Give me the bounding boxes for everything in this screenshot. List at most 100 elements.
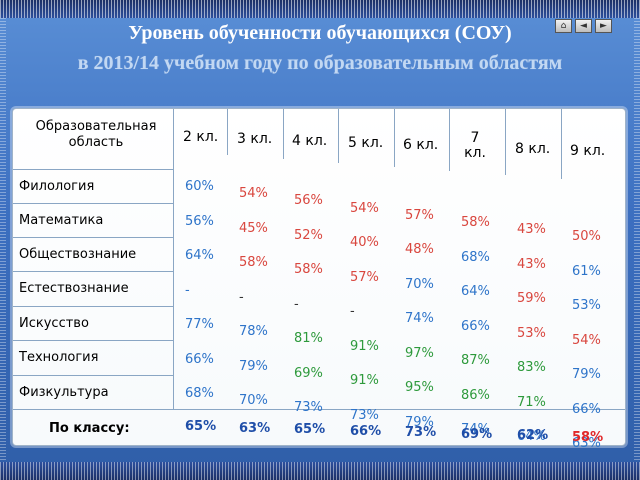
table-cell-value: 57% — [350, 269, 379, 285]
table-cell-value: 64% — [517, 429, 546, 445]
table-cell-value: 43% — [517, 222, 546, 238]
table-cell-value: 56% — [294, 193, 323, 209]
table-gridline — [394, 109, 395, 167]
table-cell-value: 56% — [185, 213, 214, 229]
table-cell-value: 68% — [461, 249, 490, 265]
table-cell-value: 54% — [350, 200, 379, 216]
table-cell-value: 81% — [294, 331, 323, 347]
home-button[interactable]: ⌂ — [555, 19, 572, 33]
total-row-label: По классу: — [49, 421, 130, 436]
table-cell-value: 70% — [239, 393, 268, 409]
right-frame — [634, 18, 640, 462]
table-gridline — [561, 109, 562, 179]
total-cell-value: 65% — [185, 419, 217, 434]
table-cell-value: 83% — [517, 360, 546, 376]
table-cell-value: 73% — [294, 400, 323, 416]
table-cell-value: 66% — [185, 351, 214, 367]
table-cell-value: 68% — [185, 386, 214, 401]
row-subject-label: Физкультура — [19, 385, 109, 400]
table-cell-value: 64% — [185, 248, 214, 263]
grade-header: 5 кл. — [348, 135, 384, 151]
table-gridline — [13, 203, 173, 204]
results-table: Образовательная область 2 кл. 3 кл. 4 кл. 5 … — [12, 108, 626, 451]
table-gridline — [13, 340, 173, 341]
table-cell-value: 63% — [572, 436, 601, 452]
next-slide-button[interactable]: ► — [595, 19, 612, 33]
grade-header: 6 кл. — [403, 137, 439, 153]
table-cell-value: 58% — [461, 215, 490, 230]
page-title: Уровень обученности обучающихся (СОУ) — [128, 22, 512, 44]
area-column-header: Образовательная область — [35, 119, 157, 150]
total-cell-value: 73% — [405, 425, 437, 440]
table-cell-value: 69% — [294, 365, 323, 381]
table-cell-value: 40% — [350, 235, 379, 251]
table-gridline — [283, 109, 284, 159]
grade-header: 2 кл. — [183, 129, 219, 145]
row-subject-label: Искусство — [19, 316, 89, 331]
total-cell-value: 63% — [239, 420, 271, 436]
table-cell-value: - — [294, 296, 299, 312]
table-gridline — [173, 109, 174, 409]
table-cell-value: 74% — [405, 311, 434, 327]
table-gridline — [13, 271, 173, 272]
table-cell-value: 50% — [572, 229, 601, 245]
grade-header: 4 кл. — [292, 133, 328, 149]
table-gridline — [227, 109, 228, 155]
table-cell-value: 52% — [294, 227, 323, 243]
row-subject-label: Технология — [19, 350, 99, 365]
table-cell-value: 71% — [517, 394, 546, 410]
table-gridline — [13, 169, 173, 170]
previous-slide-button[interactable]: ◄ — [575, 19, 592, 33]
table-cell-value: 53% — [517, 325, 546, 341]
table-gridline — [449, 109, 450, 171]
table-cell-value: 58% — [239, 255, 268, 271]
grade-header: 3 кл. — [237, 131, 273, 147]
total-cell-value: 62% — [517, 428, 549, 443]
table-cell-value: 97% — [405, 345, 434, 361]
row-subject-label: Обществознание — [19, 247, 137, 262]
grade-header: 7 кл. — [464, 130, 486, 161]
grade-header: 8 кл. — [515, 141, 551, 157]
table-cell-value: 73% — [350, 407, 379, 423]
table-cell-value: 95% — [405, 380, 434, 396]
table-cell-value: 53% — [572, 298, 601, 314]
total-cell-value: 65% — [294, 422, 326, 437]
table-cell-value: 86% — [461, 387, 490, 403]
table-cell-value: 43% — [517, 256, 546, 272]
table-cell-value: 66% — [572, 401, 601, 417]
table-cell-value: 59% — [517, 291, 546, 307]
table-gridline — [13, 375, 173, 376]
table-gridline — [13, 237, 173, 238]
table-gridline — [505, 109, 506, 175]
table-gridline — [13, 409, 625, 410]
table-cell-value: - — [239, 289, 244, 305]
page-subtitle: в 2013/14 учебном году по образовательны… — [77, 52, 563, 74]
top-frame — [0, 0, 640, 18]
table-cell-value: 54% — [572, 332, 601, 348]
table-cell-value: 78% — [239, 324, 268, 340]
table-cell-value: 48% — [405, 242, 434, 258]
table-cell-value: 64% — [461, 284, 490, 299]
row-subject-label: Математика — [19, 213, 104, 228]
table-cell-value: - — [350, 304, 355, 320]
table-cell-value: 79% — [239, 358, 268, 374]
table-cell-value: 87% — [461, 353, 490, 368]
table-gridline — [13, 306, 173, 307]
table-cell-value: - — [185, 282, 190, 298]
table-cell-value: 58% — [294, 262, 323, 278]
table-cell-value: 61% — [572, 263, 601, 279]
slide-navigation: ⌂ ◄ ► — [555, 19, 612, 33]
table-cell-value: 57% — [405, 207, 434, 223]
total-cell-value: 69% — [461, 426, 493, 442]
table-cell-value: 60% — [185, 179, 214, 194]
table-cell-value: 74% — [461, 422, 490, 437]
table-cell-value: 91% — [350, 373, 379, 389]
table-cell-value: 54% — [239, 186, 268, 202]
table-cell-value: 66% — [461, 318, 490, 334]
table-cell-value: 79% — [572, 367, 601, 383]
table-cell-value: 91% — [350, 338, 379, 354]
row-subject-label: Естествознание — [19, 281, 129, 296]
table-gridline — [338, 109, 339, 163]
total-cell-value: 58% — [572, 429, 604, 445]
total-cell-value: 66% — [350, 423, 382, 439]
